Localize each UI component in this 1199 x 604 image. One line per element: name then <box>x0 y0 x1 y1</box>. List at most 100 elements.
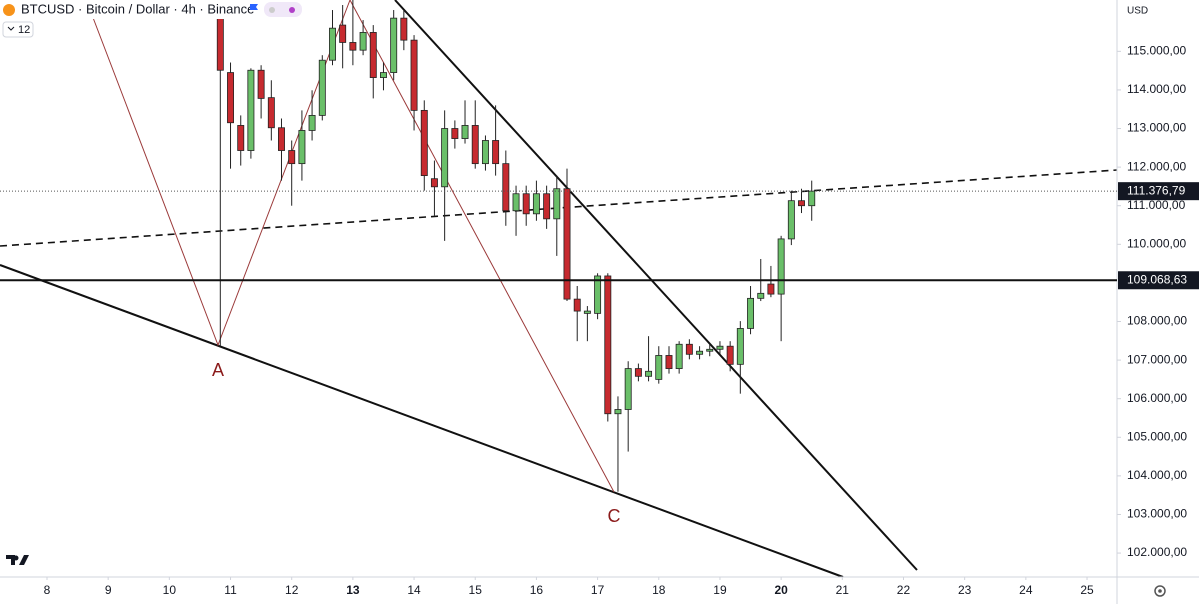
symbol-title: BTCUSD · Bitcoin / Dollar · 4h · Binance <box>21 1 254 16</box>
candle-body <box>288 150 296 165</box>
axes: 102.000,00 103.000,00 104.000,00 105.000,00… <box>44 44 1188 598</box>
candle-body <box>339 24 347 43</box>
y-tick-label: 113.000,00 <box>1127 121 1186 135</box>
indicator-badge[interactable] <box>2 21 34 38</box>
dashed-trendline <box>0 169 1118 247</box>
candle-body <box>380 72 387 78</box>
x-tick-label: 14 <box>407 583 421 597</box>
y-tick-label: 114.000,00 <box>1127 82 1186 96</box>
candle-body <box>726 345 734 365</box>
candle-body <box>665 355 673 369</box>
x-tick-label: 16 <box>530 583 544 597</box>
x-tick-label: 8 <box>44 583 51 597</box>
candle-body <box>685 343 693 355</box>
candle-body <box>237 125 245 151</box>
candle-body <box>777 238 785 295</box>
candle-body <box>624 368 632 410</box>
candle-body <box>716 345 724 350</box>
candle-body <box>512 193 520 212</box>
candle-body <box>318 59 326 116</box>
y-tick-label: 106.000,00 <box>1127 391 1187 405</box>
currency-label[interactable]: USD <box>1127 6 1148 17</box>
candle-body <box>481 140 489 165</box>
candle-body <box>553 188 561 220</box>
x-tick-label: 19 <box>713 583 727 597</box>
drawings <box>0 0 1118 578</box>
annotation: C <box>608 506 621 526</box>
flag-icon <box>250 4 258 10</box>
candle-body <box>573 298 581 312</box>
tag-dot <box>269 7 275 13</box>
candle-body <box>747 297 755 329</box>
y-tick-label: 103.000,00 <box>1127 507 1187 521</box>
candle-body <box>787 200 795 240</box>
candle-body <box>451 128 459 139</box>
zigzag <box>91 0 615 493</box>
candle-body <box>706 348 714 352</box>
candle-body <box>278 127 285 151</box>
support-trendline <box>0 264 844 578</box>
price-label-bg <box>1118 271 1199 290</box>
candle-body <box>400 17 408 41</box>
candle-body <box>390 17 398 73</box>
candle-body <box>736 328 744 365</box>
price-axis-bg <box>1117 0 1199 604</box>
candle-body <box>430 178 438 188</box>
candle-body <box>522 193 530 215</box>
x-tick-label: 9 <box>105 583 112 597</box>
candle-body <box>461 125 469 139</box>
settings-icon[interactable] <box>1154 585 1166 597</box>
y-tick-label: 112.000,00 <box>1127 159 1186 173</box>
x-tick-label: 21 <box>836 583 850 597</box>
candle-body <box>247 69 255 151</box>
x-tick-label: 25 <box>1080 583 1094 597</box>
candle-body <box>359 32 367 51</box>
x-tick-label: 17 <box>591 583 605 597</box>
candle-body <box>257 69 265 99</box>
coin-icon <box>3 4 15 16</box>
price-label: 109.068,63 <box>1127 272 1187 286</box>
candle-body <box>614 409 622 415</box>
candle-body <box>369 32 377 78</box>
candle-body <box>594 275 602 314</box>
x-tick-label: 18 <box>652 583 666 597</box>
y-tick-label: 107.000,00 <box>1127 352 1187 366</box>
tag-icon <box>264 2 302 17</box>
candle-body <box>216 17 224 71</box>
candle-body <box>532 193 540 215</box>
logo-dot <box>13 555 19 561</box>
y-tick-label: 105.000,00 <box>1127 429 1187 443</box>
candle-body <box>349 42 357 51</box>
candle-body <box>696 350 704 355</box>
y-tick-label: 108.000,00 <box>1127 314 1187 328</box>
price-label-bg <box>1118 182 1199 201</box>
x-tick-label: 10 <box>163 583 177 597</box>
y-tick-label: 110.000,00 <box>1127 236 1186 250</box>
candle-body <box>757 292 765 299</box>
candle-body <box>329 27 336 61</box>
candle-body <box>808 190 816 207</box>
candle-body <box>543 193 551 220</box>
candle-body <box>502 163 510 212</box>
candle-body <box>798 200 805 207</box>
y-tick-label: 104.000,00 <box>1127 468 1187 482</box>
x-tick-label: 12 <box>285 583 299 597</box>
price-label: 111.376,79 <box>1127 183 1186 197</box>
x-tick-label: 15 <box>469 583 483 597</box>
candle-body <box>227 72 234 124</box>
x-tick-label: 13 <box>346 583 360 597</box>
x-tick-label: 24 <box>1019 583 1033 597</box>
tag-dot <box>289 7 295 13</box>
x-tick-label: 22 <box>897 583 911 597</box>
candle-body <box>767 283 775 295</box>
y-tick-label: 111.000,00 <box>1127 198 1186 212</box>
candle-body <box>267 97 275 129</box>
candle-body <box>441 128 449 188</box>
candle-body <box>298 130 306 165</box>
candle-body <box>471 125 479 165</box>
candle-body <box>655 355 663 380</box>
candle-body <box>675 343 683 369</box>
x-tick-label: 23 <box>958 583 972 597</box>
